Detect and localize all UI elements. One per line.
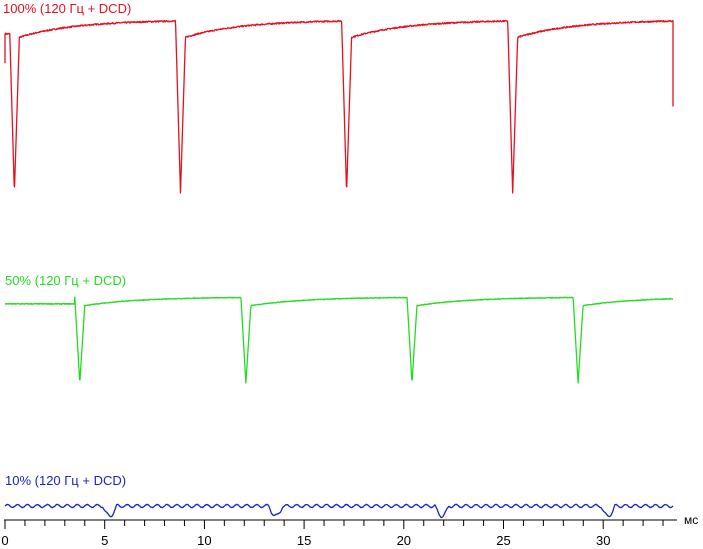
series-line-2 — [4, 296, 674, 384]
series-labels: 100% (120 Гц + DCD) 50% (120 Гц + DCD) 1… — [3, 1, 131, 488]
x-tick-label: 10 — [197, 533, 211, 548]
x-axis-unit-label: мс — [684, 513, 698, 527]
series-label-100: 100% (120 Гц + DCD) — [3, 1, 131, 16]
x-tick-label: 0 — [1, 533, 8, 548]
series-line-1 — [4, 19, 674, 194]
x-axis: мс 0 5 10 15 20 25 30 — [1, 513, 698, 548]
series-label-10: 10% (120 Гц + DCD) — [5, 473, 126, 488]
x-tick-label: 30 — [596, 533, 610, 548]
x-tick-label: 15 — [297, 533, 311, 548]
series-layer — [4, 19, 674, 519]
series-label-50: 50% (120 Гц + DCD) — [5, 273, 126, 288]
x-tick-label: 25 — [496, 533, 510, 548]
series-line-3 — [4, 503, 674, 519]
x-tick-label: 5 — [101, 533, 108, 548]
x-tick-label: 20 — [397, 533, 411, 548]
